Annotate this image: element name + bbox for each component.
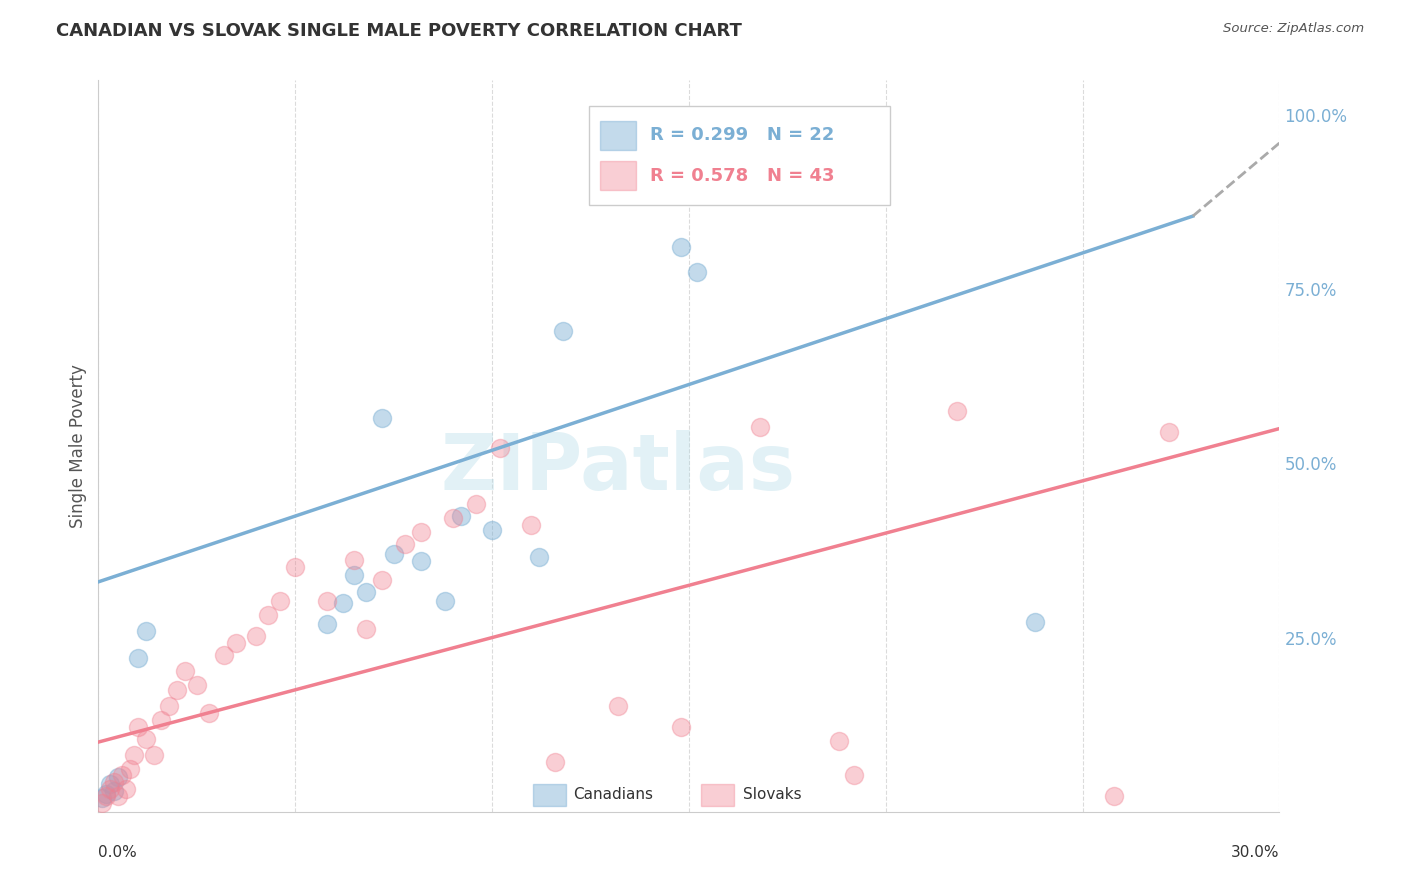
Point: [225, 636, 247, 650]
Point: [98, 782, 121, 797]
Point: [103, 784, 125, 798]
Point: [269, 594, 291, 608]
Point: [186, 678, 208, 692]
Point: [135, 624, 157, 638]
Point: [214, 648, 236, 662]
Point: [481, 523, 503, 537]
Point: [284, 559, 307, 574]
Text: R = 0.578   N = 43: R = 0.578 N = 43: [650, 167, 835, 186]
Point: [111, 768, 134, 782]
Point: [844, 768, 866, 782]
Point: [382, 547, 405, 561]
Point: [91, 790, 114, 805]
Point: [332, 596, 354, 610]
Point: [118, 762, 141, 776]
Point: [98, 777, 121, 791]
Point: [343, 567, 366, 582]
Point: [1159, 425, 1181, 439]
FancyBboxPatch shape: [600, 161, 636, 190]
Point: [827, 733, 849, 747]
Point: [127, 651, 149, 665]
Point: [315, 616, 337, 631]
Point: [669, 720, 692, 734]
Point: [122, 747, 145, 762]
Text: ZIPatlas: ZIPatlas: [440, 430, 796, 506]
Text: Slovaks: Slovaks: [744, 788, 801, 803]
Point: [315, 594, 337, 608]
Point: [107, 770, 129, 784]
Point: [150, 713, 173, 727]
Text: CANADIAN VS SLOVAK SINGLE MALE POVERTY CORRELATION CHART: CANADIAN VS SLOVAK SINGLE MALE POVERTY C…: [56, 22, 742, 40]
Point: [91, 797, 114, 811]
Point: [465, 497, 488, 511]
Point: [96, 789, 118, 804]
Point: [529, 550, 551, 565]
Point: [166, 682, 188, 697]
Text: 0.0%: 0.0%: [98, 845, 138, 860]
Point: [1102, 789, 1125, 804]
Point: [945, 404, 967, 418]
Point: [686, 265, 709, 279]
Point: [96, 787, 118, 801]
Point: [354, 622, 377, 636]
Point: [107, 789, 129, 804]
Point: [197, 706, 219, 720]
Point: [354, 585, 377, 599]
Text: Source: ZipAtlas.com: Source: ZipAtlas.com: [1223, 22, 1364, 36]
Point: [433, 594, 456, 608]
Point: [669, 240, 692, 254]
Point: [489, 441, 512, 455]
Point: [142, 747, 165, 762]
Point: [411, 524, 433, 539]
Text: R = 0.299   N = 22: R = 0.299 N = 22: [650, 126, 834, 145]
Point: [371, 574, 394, 588]
Point: [441, 510, 464, 524]
Point: [245, 629, 267, 643]
Point: [607, 698, 630, 713]
Point: [450, 508, 472, 523]
Point: [394, 536, 416, 550]
Point: [411, 554, 433, 568]
Point: [1024, 615, 1046, 630]
Point: [115, 782, 138, 797]
Point: [551, 324, 574, 338]
Point: [343, 552, 366, 566]
Point: [157, 698, 180, 713]
FancyBboxPatch shape: [533, 784, 567, 805]
Point: [371, 411, 394, 425]
Point: [135, 731, 157, 746]
Text: 30.0%: 30.0%: [1232, 845, 1279, 860]
Point: [103, 775, 125, 789]
Point: [174, 664, 197, 678]
Point: [748, 420, 770, 434]
Point: [544, 755, 567, 769]
Text: Canadians: Canadians: [574, 788, 654, 803]
Point: [127, 720, 149, 734]
Point: [520, 517, 543, 532]
FancyBboxPatch shape: [600, 120, 636, 150]
FancyBboxPatch shape: [700, 784, 734, 805]
Y-axis label: Single Male Poverty: Single Male Poverty: [69, 364, 87, 528]
FancyBboxPatch shape: [589, 106, 890, 204]
Point: [256, 608, 278, 623]
